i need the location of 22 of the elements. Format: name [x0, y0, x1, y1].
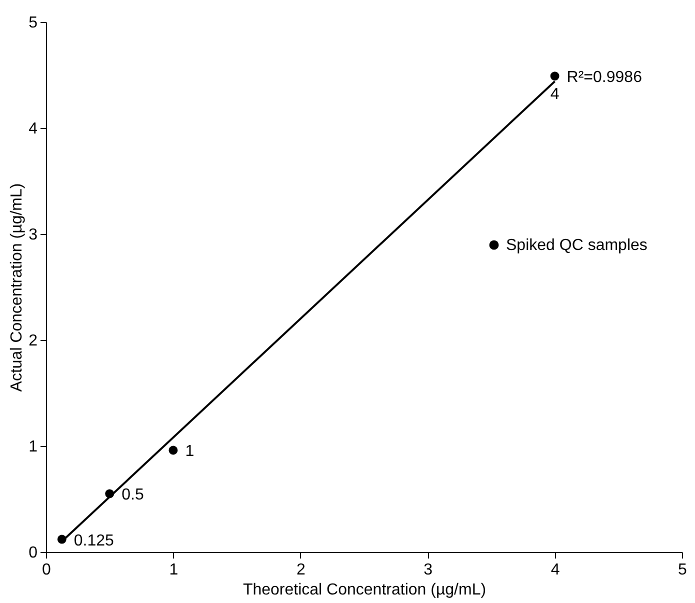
y-tick-label: 2: [28, 332, 38, 350]
x-tick-label: 4: [550, 562, 560, 578]
x-tick-label: 0: [42, 562, 52, 578]
y-axis-title: Actual Concentration (µg/mL): [8, 183, 26, 392]
annotation: R²=0.9986: [566, 69, 642, 86]
annotation: 0.125: [74, 532, 114, 550]
annotation: 4: [550, 86, 560, 104]
point: [168, 446, 178, 455]
annotation: 0.5: [122, 486, 144, 504]
y-tick-label: 1: [28, 438, 38, 456]
x-tick-label: 3: [424, 562, 433, 578]
x-tick-label: 1: [169, 562, 178, 578]
legend-label: Spiked QC samples: [506, 237, 648, 254]
y-tick-label: 4: [28, 120, 38, 138]
point: [550, 72, 560, 81]
annotation: 1: [185, 443, 194, 460]
x-axis-title: Theoretical Concentration (µg/mL): [242, 582, 486, 598]
y-tick-label: 3: [28, 226, 38, 244]
x-tick-label: 2: [296, 562, 306, 578]
y-tick-label: 0: [28, 544, 38, 562]
y-tick-label: 5: [28, 14, 38, 32]
x-tick-label: 5: [678, 562, 688, 578]
